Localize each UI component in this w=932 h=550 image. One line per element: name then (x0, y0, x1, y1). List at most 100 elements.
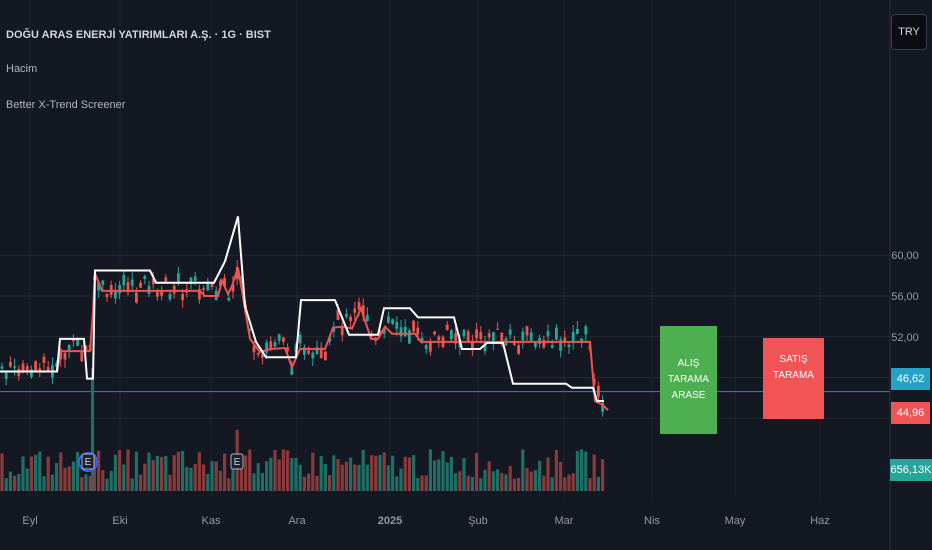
candle-body (202, 288, 205, 290)
candle-body (429, 342, 432, 352)
candle-body (399, 327, 403, 337)
volume-bar (588, 478, 592, 491)
volume-indicator-label[interactable]: Hacim (6, 63, 38, 75)
candle-body (265, 342, 268, 353)
volume-bar (84, 474, 88, 491)
x-tick-label: Şub (468, 515, 488, 527)
candle-body (160, 289, 163, 296)
volume-bar (353, 464, 357, 491)
volume-bar (113, 454, 117, 491)
candle-body (475, 329, 478, 339)
candle-body (315, 347, 319, 355)
candle-body (378, 330, 382, 336)
volume-bar (290, 457, 294, 491)
volume-bar (391, 455, 395, 491)
volume-bar (88, 475, 92, 491)
candle-body (4, 372, 8, 380)
currency-button[interactable]: TRY (891, 14, 927, 50)
x-tick-label: Haz (810, 515, 830, 527)
volume-bar (533, 470, 537, 491)
candle-body (105, 293, 109, 298)
candle-body (496, 328, 499, 330)
volume-bar (521, 449, 525, 491)
candle-body (408, 330, 411, 344)
volume-bar (155, 455, 159, 491)
buy-scan-box: ALIŞ TARAMA ARASE (660, 326, 717, 434)
xtrend-indicator-label[interactable]: Better X-Trend Screener (6, 99, 126, 111)
volume-bar (92, 454, 96, 491)
candle-body (97, 282, 100, 291)
volume-bar (571, 473, 575, 491)
y-tick-label: 52,00 (891, 332, 919, 344)
volume-bar (370, 455, 374, 491)
candle-body (168, 293, 172, 300)
volume-bar (487, 461, 491, 491)
volume-bar (214, 461, 218, 491)
candle-body (382, 328, 386, 334)
candle-body (546, 331, 550, 337)
candle-body (231, 283, 235, 292)
volume-bar (197, 452, 201, 491)
candle-body (311, 352, 315, 359)
volume-bar (584, 451, 588, 491)
x-tick-label: 2025 (378, 515, 402, 527)
volume-bar (399, 468, 403, 491)
volume-bar (126, 449, 130, 491)
y-tick-label: 60,00 (891, 250, 919, 262)
volume-bar (475, 452, 479, 491)
x-tick-label: May (725, 515, 746, 527)
volume-bar (4, 478, 8, 491)
candle-body (34, 361, 37, 371)
x-tick-label: Kas (202, 515, 221, 527)
volume-bar (416, 477, 420, 491)
candle-body (550, 345, 554, 348)
volume-bar (239, 455, 243, 491)
candle-body (130, 279, 134, 286)
candle-body (412, 320, 415, 332)
sell-scan-box: SATIŞ TARAMA (763, 338, 824, 419)
volume-bar (525, 467, 529, 491)
volume-bar (592, 454, 596, 491)
candle-body (508, 329, 512, 335)
candle-body (235, 267, 239, 280)
candle-body (424, 344, 428, 350)
volume-bar (160, 457, 164, 491)
candle-body (345, 313, 348, 317)
candle-body (143, 276, 147, 280)
candle-body (374, 338, 378, 342)
candle-body (198, 289, 201, 300)
volume-bar (227, 478, 231, 491)
candle-body (349, 316, 352, 321)
candle-body (277, 334, 281, 341)
volume-bar (260, 472, 264, 491)
volume-bar (496, 469, 500, 491)
volume-bar (122, 464, 126, 491)
candle-body (361, 305, 365, 316)
candle-body (80, 351, 84, 362)
volume-bar (13, 475, 17, 491)
earnings-marker-label: E (85, 457, 92, 468)
candle-body (454, 333, 457, 344)
candle-body (324, 351, 327, 361)
candle-body (483, 342, 487, 352)
volume-bar (206, 473, 210, 491)
volume-bar (130, 478, 134, 491)
candle-body (223, 277, 226, 287)
volume-bar (580, 449, 584, 491)
volume-bar (559, 461, 563, 491)
candle-body (332, 327, 336, 332)
volume-bar (193, 463, 197, 491)
earnings-ring (78, 452, 98, 472)
candle-body (17, 368, 21, 377)
candle-body (303, 347, 306, 355)
candle-body (534, 343, 537, 347)
candle-body (84, 345, 88, 352)
volume-bar (517, 477, 521, 491)
candle-body (391, 319, 394, 325)
volume-bar (403, 456, 407, 491)
volume-bar (218, 470, 222, 491)
volume-bar (252, 473, 256, 491)
volume-bar (105, 478, 109, 491)
candle-body (353, 308, 357, 313)
